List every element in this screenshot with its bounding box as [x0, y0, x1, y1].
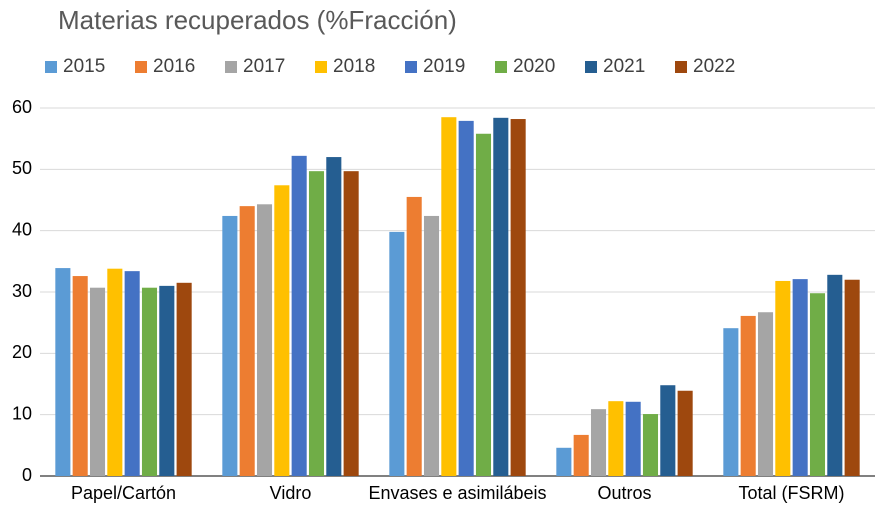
- bar: [660, 385, 676, 476]
- bar: [124, 271, 140, 476]
- legend-label: 2022: [693, 56, 735, 77]
- bar: [274, 185, 290, 476]
- legend-swatch: [675, 61, 687, 73]
- bar: [458, 120, 474, 476]
- bar: [55, 268, 71, 476]
- legend-label: 2016: [153, 56, 195, 77]
- bar: [625, 401, 641, 476]
- y-tick-label: 20: [12, 342, 32, 362]
- x-tick-label: Outros: [597, 483, 651, 503]
- bar: [423, 215, 440, 477]
- bar: [308, 171, 325, 476]
- y-tick-label: 10: [12, 403, 32, 423]
- bar: [343, 171, 359, 476]
- bar: [493, 117, 509, 477]
- bar: [573, 434, 589, 476]
- bar: [475, 133, 492, 476]
- y-tick-label: 60: [12, 97, 32, 117]
- legend-swatch: [405, 61, 417, 73]
- x-tick-label: Envases e asimilábeis: [368, 483, 546, 503]
- bar: [159, 285, 175, 476]
- bar: [222, 215, 238, 477]
- legend-label: 2019: [423, 56, 465, 77]
- legend-swatch: [495, 61, 507, 73]
- bar: [441, 117, 457, 476]
- bar: [740, 315, 756, 476]
- bar: [72, 276, 88, 476]
- bar: [590, 409, 607, 476]
- y-tick-label: 30: [12, 281, 32, 301]
- y-tick-label: 50: [12, 158, 32, 178]
- bar: [809, 293, 826, 476]
- bar: [141, 287, 158, 476]
- bar: [239, 206, 255, 476]
- bar: [389, 231, 405, 476]
- bar: [723, 328, 739, 476]
- bar: [608, 401, 624, 476]
- bar: [677, 390, 693, 476]
- bar: [256, 204, 273, 476]
- chart-title: Materias recuperados (%Fracción): [58, 5, 457, 35]
- y-tick-label: 0: [22, 465, 32, 485]
- y-tick-label: 40: [12, 219, 32, 239]
- x-tick-label: Vidro: [270, 483, 312, 503]
- bar: [642, 414, 659, 476]
- bar: [827, 274, 843, 476]
- legend-label: 2015: [63, 56, 105, 77]
- bar: [757, 312, 774, 476]
- bar: [775, 280, 791, 476]
- legend-swatch: [135, 61, 147, 73]
- x-tick-label: Total (FSRM): [738, 483, 844, 503]
- legend-label: 2018: [333, 56, 375, 77]
- bar: [326, 157, 342, 477]
- legend-swatch: [45, 61, 57, 73]
- x-tick-label: Papel/Cartón: [71, 483, 176, 503]
- legend-swatch: [585, 61, 597, 73]
- legend-label: 2021: [603, 56, 645, 77]
- legend-label: 2020: [513, 56, 555, 77]
- bar: [291, 155, 307, 476]
- legend-label: 2017: [243, 56, 285, 77]
- bar: [510, 119, 526, 476]
- legend-swatch: [315, 61, 327, 73]
- bar: [844, 279, 860, 476]
- bar: [176, 282, 192, 476]
- bar: [406, 196, 422, 476]
- bar: [107, 268, 123, 476]
- legend-swatch: [225, 61, 237, 73]
- bar: [556, 447, 572, 476]
- bar: [792, 279, 808, 476]
- bar: [89, 287, 106, 476]
